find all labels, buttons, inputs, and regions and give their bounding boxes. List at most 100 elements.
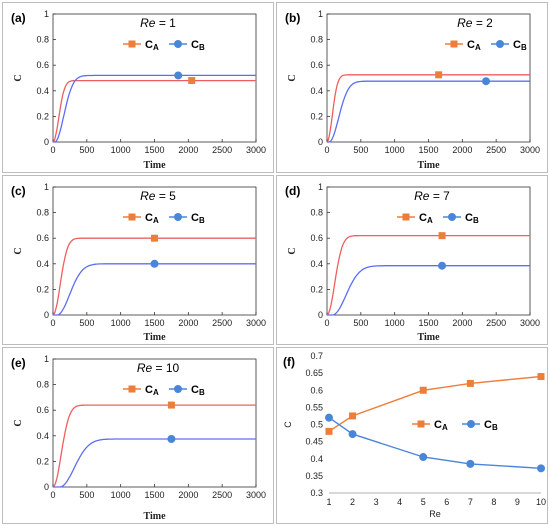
y-tick-label: 0.8 — [310, 35, 323, 45]
x-tick-label: 3000 — [246, 490, 266, 500]
panel-label: (a) — [11, 11, 26, 25]
legend-marker-cb — [496, 40, 504, 48]
x-tick-label: 2500 — [486, 145, 506, 155]
y-tick-label: 0.6 — [36, 233, 49, 243]
x-tick-label: 1000 — [111, 490, 131, 500]
x-tick-label: 2500 — [212, 318, 232, 328]
series-marker-ca — [438, 232, 446, 240]
x-tick-label: 9 — [515, 497, 520, 507]
panel-title: Re = 5 — [140, 189, 176, 203]
panel-title: Re = 2 — [457, 16, 493, 30]
x-tick-label: 3 — [374, 497, 379, 507]
x-tick-label: 7 — [468, 497, 473, 507]
x-tick-label: 1500 — [418, 318, 438, 328]
y-tick-label: 0.3 — [310, 488, 323, 498]
panel-label: (d) — [285, 184, 300, 198]
series-marker-cb — [438, 261, 447, 270]
y-tick-label: 0.7 — [310, 351, 323, 361]
x-tick-label: 0 — [50, 318, 55, 328]
y-tick-label: 0.6 — [310, 233, 323, 243]
series-line-ca — [52, 79, 256, 143]
x-tick-label: 3000 — [520, 145, 540, 155]
series-line-ca — [326, 234, 530, 316]
data-point-cb — [348, 430, 357, 439]
x-axis-label: Re — [429, 509, 441, 519]
y-axis-label: C — [287, 74, 298, 81]
x-tick-label: 500 — [353, 318, 368, 328]
x-tick-label: 3000 — [520, 318, 540, 328]
series-line-ca — [326, 74, 530, 143]
x-tick-label: 2500 — [486, 318, 506, 328]
x-tick-label: 6 — [444, 497, 449, 507]
legend-label-ca: CA — [434, 419, 448, 432]
data-point-ca — [466, 379, 474, 387]
data-point-cb — [419, 453, 428, 462]
x-tick-label: 1000 — [111, 145, 131, 155]
series-marker-ca — [435, 71, 443, 79]
x-tick-label: 1000 — [385, 145, 405, 155]
legend-marker-ca — [417, 420, 425, 428]
legend-marker-ca — [128, 385, 136, 393]
legend-label-ca: CA — [145, 212, 159, 225]
legend-label-cb: CB — [513, 39, 527, 52]
series-line-cb — [53, 438, 256, 488]
chart-svg: 0 500 1000 1500 2000 2500 3000 0 0.2 0.4 0.6 0.8 1 Ti… — [11, 354, 266, 522]
y-tick-label: 0.4 — [310, 86, 323, 96]
plot-frame — [326, 186, 531, 316]
x-tick-label: 4 — [397, 497, 402, 507]
y-tick-label: 0 — [318, 137, 323, 147]
x-tick-label: 2000 — [178, 490, 198, 500]
x-axis-label: Time — [143, 511, 166, 522]
panel-title: Re = 1 — [140, 16, 176, 30]
data-point-ca — [325, 427, 333, 435]
y-tick-label: 0.6 — [36, 60, 49, 70]
x-tick-label: 0 — [324, 318, 329, 328]
x-axis-label: Time — [417, 160, 440, 171]
x-tick-label: 2 — [350, 497, 355, 507]
series-marker-ca — [188, 77, 196, 85]
x-tick-label: 2500 — [212, 490, 232, 500]
x-tick-label: 3000 — [246, 318, 266, 328]
x-axis-label: Time — [417, 332, 440, 343]
x-tick-label: 2500 — [212, 145, 232, 155]
chart-svg: 1 2 3 4 5 6 7 8 9 10 0.3 0.35 0.4 0.45 0.5 0.55 0.6 0.65 0… — [283, 351, 546, 519]
legend-marker-cb — [174, 213, 182, 221]
x-tick-label: 2000 — [178, 318, 198, 328]
legend-label-ca: CA — [467, 39, 481, 52]
x-tick-label: 10 — [536, 497, 546, 507]
chart-svg: 0 500 1000 1500 2000 2500 3000 0 0.2 0.4 0.6 0.8 1 Ti… — [11, 9, 266, 171]
series-marker-cb — [482, 77, 491, 86]
x-tick-label: 8 — [491, 497, 496, 507]
panel-label: (b) — [285, 11, 300, 25]
panel-a: 0 500 1000 1500 2000 2500 3000 0 0.2 0.4 0.6 0.8 1 Ti… — [2, 2, 274, 173]
series-line-cb — [53, 263, 256, 316]
y-tick-label: 0.4 — [36, 86, 49, 96]
data-point-ca — [419, 386, 427, 394]
series-line-ca — [52, 237, 256, 316]
y-tick-label: 0.2 — [36, 284, 49, 294]
y-tick-label: 0.8 — [310, 208, 323, 218]
y-tick-label: 0 — [44, 310, 49, 320]
y-tick-label: 0.4 — [36, 259, 49, 269]
y-axis-label: C — [13, 247, 24, 254]
panel-f: 1 2 3 4 5 6 7 8 9 10 0.3 0.35 0.4 0.45 0.5 0.55 0.6 0.65 0… — [276, 347, 548, 524]
legend-marker-cb — [174, 385, 182, 393]
data-point-cb — [466, 459, 475, 468]
y-tick-label: 0.2 — [36, 456, 49, 466]
legend: CA CB — [397, 212, 479, 225]
x-tick-label: 1500 — [144, 490, 164, 500]
panel-label: (c) — [11, 184, 26, 198]
y-tick-label: 0.65 — [305, 368, 323, 378]
y-tick-label: 0.2 — [310, 284, 323, 294]
series-marker-ca — [167, 401, 175, 409]
legend-marker-cb — [448, 213, 456, 221]
plot-frame — [52, 186, 257, 316]
x-tick-label: 500 — [353, 145, 368, 155]
panel-e: 0 500 1000 1500 2000 2500 3000 0 0.2 0.4 0.6 0.8 1 Ti… — [2, 347, 274, 524]
data-point-cb — [537, 464, 545, 473]
x-tick-label: 2000 — [452, 145, 472, 155]
series-line-cb — [327, 265, 530, 316]
y-axis-label: C — [13, 419, 24, 426]
y-tick-label: 0.8 — [36, 35, 49, 45]
y-tick-label: 0.6 — [310, 385, 323, 395]
